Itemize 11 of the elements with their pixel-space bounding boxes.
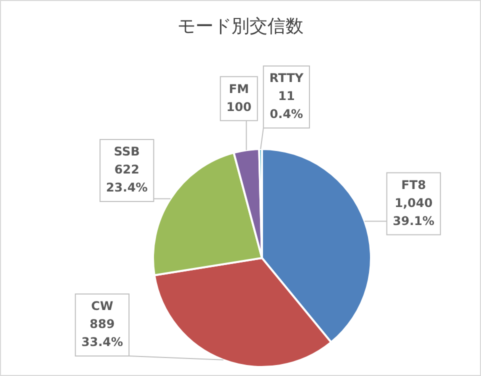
slice-label: FT8 (401, 178, 426, 192)
data-label: 100 (226, 100, 252, 114)
chart-title: モード別交信数 (176, 15, 304, 38)
data-label: 11 0.4% (270, 89, 304, 122)
data-label: 889 33.4% (81, 317, 124, 350)
data-label: 622 23.4% (106, 162, 148, 195)
data-label: 1,040 39.1% (392, 196, 434, 228)
slice-label: RTTY (269, 71, 304, 86)
slice-label: FM (228, 82, 249, 96)
slice-label: CW (91, 299, 114, 314)
slice-label: SSB (114, 144, 140, 159)
